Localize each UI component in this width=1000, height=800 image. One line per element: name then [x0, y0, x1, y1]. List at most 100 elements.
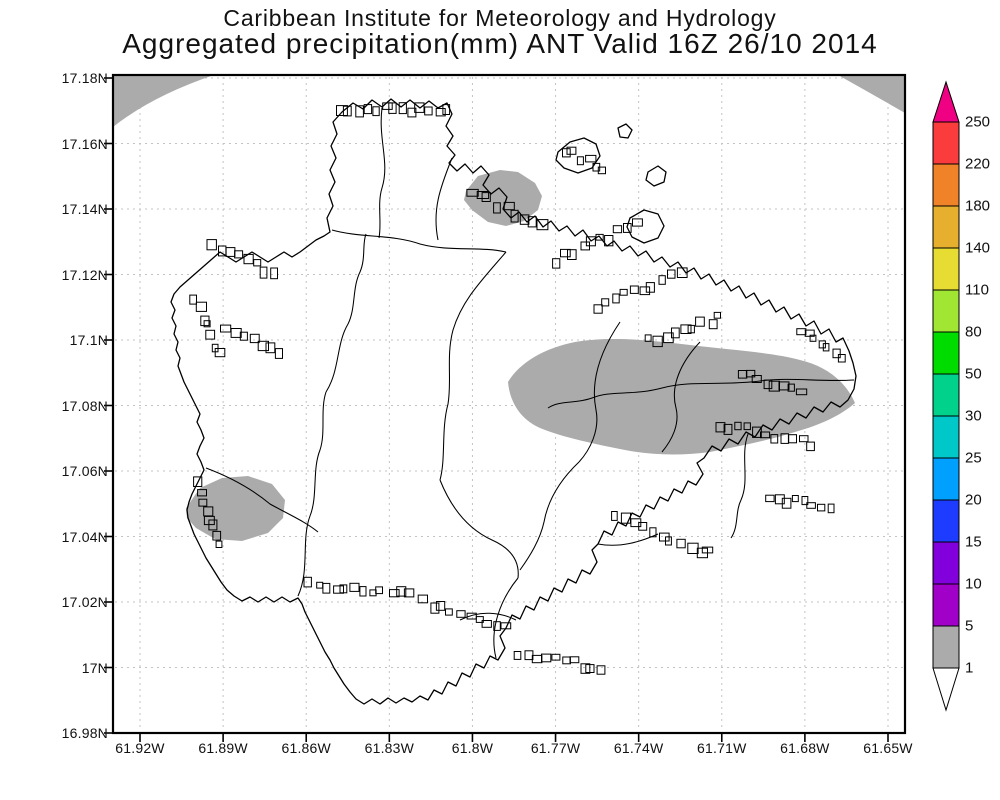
colorbar-label: 80 [965, 323, 982, 341]
micro-catchment-cell [745, 369, 756, 378]
colorbar-segment [932, 415, 960, 459]
micro-catchment-cell [274, 348, 283, 359]
watershed-boundary [325, 233, 367, 393]
micro-catchment-cell [493, 202, 501, 214]
lat-axis-label: 16.98N [61, 725, 108, 741]
precip-shaded-region [186, 476, 285, 541]
micro-catchment-cell [303, 576, 312, 588]
lon-axis-label: 61.77W [530, 740, 581, 756]
micro-catchment-cell [363, 104, 373, 115]
watershed-boundary [547, 378, 855, 409]
micro-catchment-cell [687, 542, 699, 555]
micro-catchment-cell [676, 267, 688, 278]
islet-outline [626, 209, 665, 244]
micro-catchment-cell [349, 582, 360, 592]
micro-catchment-cell [333, 585, 345, 594]
micro-catchment-cell [198, 498, 208, 507]
micro-catchment-cell [680, 324, 692, 334]
micro-catchment-cell [645, 282, 655, 293]
micro-catchment-cell [585, 236, 596, 247]
micro-catchment-cell [639, 286, 651, 296]
colorbar-segment [932, 121, 960, 165]
lon-axis-label: 61.8W [451, 740, 494, 756]
micro-catchment-cell [430, 602, 440, 614]
colorbar-label: 110 [965, 281, 989, 299]
micro-catchment-cell [369, 589, 377, 597]
micro-catchment-cell [445, 608, 453, 616]
micro-catchment-cell [208, 519, 218, 531]
micro-catchment-cell [359, 586, 367, 597]
lat-axis-label: 17.14N [61, 201, 108, 217]
lat-axis-label: 17.16N [61, 135, 108, 152]
micro-catchment-cell [629, 285, 639, 294]
micro-catchment-cell [832, 348, 841, 359]
micro-catchment-cell [593, 304, 603, 314]
micro-catchment-cell [205, 329, 216, 340]
lon-axis-label: 61.68W [780, 740, 830, 756]
micro-catchment-cell [234, 250, 244, 259]
micro-catchment-cell [562, 148, 571, 158]
micro-catchment-cell [580, 663, 591, 674]
micro-catchment-cell [632, 218, 643, 227]
lon-axis-label: 61.86W [281, 740, 331, 756]
micro-catchment-cell [562, 656, 571, 665]
micro-catchment-cell [658, 275, 666, 285]
micro-catchment-cell [567, 249, 577, 260]
micro-catchment-cell [701, 546, 714, 554]
colorbar-segment [932, 625, 960, 669]
micro-catchment-cell [243, 253, 254, 265]
micro-catchment-cell [403, 588, 415, 598]
micro-catchment-cell [619, 288, 628, 296]
micro-catchment-cell [456, 610, 466, 618]
micro-catchment-cell [671, 327, 680, 339]
lat-axis-label: 17N [81, 659, 108, 676]
micro-catchment-cell [787, 383, 795, 392]
micro-catchment-cell [336, 105, 348, 116]
micro-catchment-cell [424, 106, 433, 116]
colorbar-segment [932, 583, 960, 627]
micro-catchment-cell [396, 586, 407, 597]
colorbar-label: 180 [965, 197, 991, 215]
watershed-boundary [435, 157, 453, 241]
micro-catchment-cell [817, 503, 826, 512]
micro-catchment-cell [612, 293, 620, 304]
micro-catchment-cell [715, 422, 726, 433]
micro-catchment-cell [795, 388, 808, 396]
islet-outline [645, 165, 667, 187]
watershed-boundary [205, 467, 319, 533]
precip-shaded-region [113, 75, 214, 127]
colorbar-segment [932, 289, 960, 333]
micro-catchment-cell [527, 216, 537, 228]
colorbar-label: 20 [965, 491, 982, 509]
colorbar-label: 30 [965, 407, 982, 425]
micro-catchment-cell [541, 653, 552, 663]
micro-catchment-cell [503, 201, 515, 211]
micro-catchment-cell [435, 601, 446, 611]
colorbar-segment [932, 541, 960, 585]
colorbar-segment [932, 247, 960, 291]
islet-outline [617, 123, 633, 139]
micro-catchment-cell [763, 379, 773, 390]
micro-catchment-cell [649, 527, 657, 538]
micro-catchment-cell [665, 536, 672, 546]
colorbar-label: 25 [965, 449, 982, 467]
micro-catchment-cell [765, 494, 775, 503]
micro-catchment-cell [774, 494, 785, 505]
micro-catchment-cell [751, 375, 762, 383]
micro-catchment-cell [230, 328, 242, 338]
watershed-boundary [439, 251, 507, 481]
micro-catchment-cell [801, 496, 809, 506]
micro-catchment-cell [388, 102, 397, 114]
lat-axis-label: 17.18N [61, 70, 108, 86]
watershed-boundary [661, 341, 701, 453]
micro-catchment-cell [253, 259, 262, 267]
micro-catchment-cell [189, 294, 198, 305]
micro-catchment-cell [442, 104, 451, 115]
micro-catchment-cell [713, 311, 722, 319]
micro-catchment-cell [398, 102, 407, 115]
plot-title-institute: Caribbean Institute for Meteorology and … [223, 5, 777, 31]
precip-shaded-region [464, 170, 542, 226]
micro-catchment-cell [676, 538, 686, 549]
watershed-boundary [378, 107, 386, 239]
lat-axis-label: 17.06N [61, 463, 108, 479]
